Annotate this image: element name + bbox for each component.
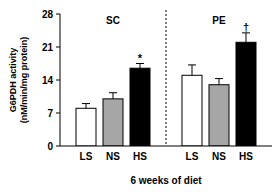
chart: * † SC PE 0 7 14 21 28 LS NS HS LS NS HS 6 weeks of die… xyxy=(0,0,276,192)
bar xyxy=(103,99,123,146)
annotation: * xyxy=(138,52,143,64)
error-bar xyxy=(188,65,196,75)
y-tick xyxy=(56,14,60,15)
x-axis-label: 6 weeks of diet xyxy=(130,175,202,186)
bar xyxy=(76,108,96,146)
bar xyxy=(130,68,150,146)
error-line xyxy=(246,33,247,42)
x-axis xyxy=(60,146,272,147)
x-tick-label: NS xyxy=(106,151,120,162)
error-cap xyxy=(188,64,196,65)
error-line xyxy=(140,64,141,69)
bar xyxy=(236,42,256,146)
plot-area xyxy=(76,33,256,146)
y-axis-label: (nM/min/mg protein) xyxy=(19,37,29,124)
x-tick-label: NS xyxy=(212,151,226,162)
bar xyxy=(209,85,229,146)
y-tick-label: 28 xyxy=(42,9,54,20)
annotation: † xyxy=(243,21,249,33)
error-bar xyxy=(242,33,250,42)
x-tick-label: HS xyxy=(133,151,147,162)
group-label: SC xyxy=(106,15,120,26)
error-line xyxy=(86,104,87,109)
y-tick xyxy=(56,146,60,147)
error-cap xyxy=(215,78,223,79)
y-tick xyxy=(56,113,60,114)
error-line xyxy=(219,79,220,85)
x-tick-label: LS xyxy=(186,151,199,162)
error-bar xyxy=(136,64,144,69)
error-cap xyxy=(109,92,117,93)
error-line xyxy=(113,93,114,99)
group-label: PE xyxy=(212,15,226,26)
y-tick-label: 0 xyxy=(47,141,53,152)
y-tick xyxy=(56,47,60,48)
error-bar xyxy=(109,93,117,99)
y-tick-label: 14 xyxy=(42,75,54,86)
bar xyxy=(182,75,202,146)
y-tick-label: 7 xyxy=(47,108,53,119)
error-cap xyxy=(82,103,90,104)
error-bar xyxy=(215,79,223,85)
y-tick xyxy=(56,80,60,81)
x-tick-label: LS xyxy=(80,151,93,162)
error-bar xyxy=(82,104,90,109)
error-line xyxy=(192,65,193,75)
x-tick-label: HS xyxy=(239,151,253,162)
y-axis-label: G6PDH activity xyxy=(8,48,18,113)
y-tick-label: 21 xyxy=(42,42,54,53)
group-separator xyxy=(166,10,167,146)
